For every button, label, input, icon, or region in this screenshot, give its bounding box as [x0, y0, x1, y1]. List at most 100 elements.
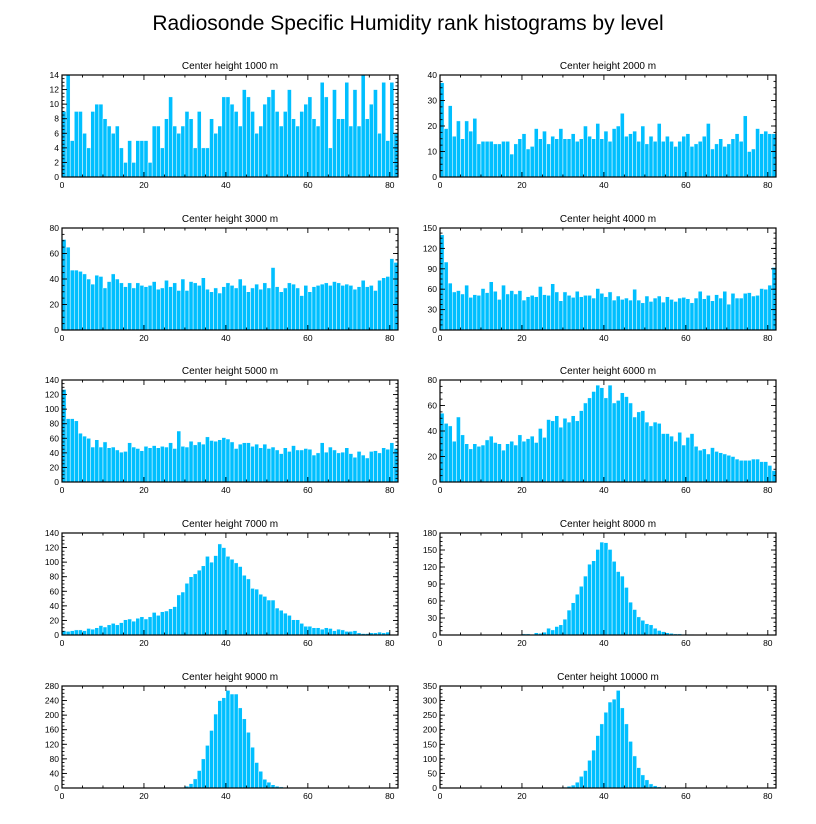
x-tick-label: 80	[385, 180, 395, 190]
histogram-bar	[323, 627, 329, 636]
y-tick-label: 280	[45, 681, 59, 691]
histogram-bar	[579, 138, 584, 178]
histogram-bar	[755, 128, 760, 178]
x-tick-label: 80	[385, 333, 395, 343]
y-tick-label: 140	[45, 375, 59, 385]
histogram-bar	[373, 450, 378, 483]
histogram-bar	[574, 290, 580, 331]
histogram-bar	[229, 441, 235, 483]
histogram-bar	[464, 284, 469, 331]
histogram-bar	[558, 426, 564, 483]
histogram-bar	[266, 96, 272, 178]
histogram-bar	[110, 623, 116, 636]
y-tick-label: 0	[54, 630, 59, 640]
histogram-bar	[225, 96, 231, 178]
histogram-bar	[225, 282, 231, 331]
histogram-bar	[233, 287, 239, 331]
y-tick-label: 100	[423, 754, 437, 764]
histogram-bar	[550, 420, 555, 483]
histogram-bar	[652, 297, 658, 331]
y-tick-label: 80	[50, 223, 60, 233]
histogram-bar	[205, 556, 210, 636]
histogram-bar	[164, 280, 169, 331]
histogram-bar	[172, 606, 177, 636]
chart-panel: Center height 7000 m 0 20 40 60 80 100 120 140 0 2…	[45, 519, 399, 648]
histogram-bar	[213, 713, 218, 789]
histogram-bar	[192, 573, 198, 636]
histogram-bar	[669, 435, 674, 483]
histogram-bar	[377, 452, 382, 483]
histogram-bar	[587, 397, 592, 483]
histogram-bar	[254, 443, 259, 483]
histogram-bar	[319, 283, 325, 331]
chart-panel: Center height 6000 m 0 20 40 60 80 0 20 40 60 80	[428, 366, 777, 495]
histogram-bar	[90, 446, 96, 483]
histogram-bar	[201, 443, 206, 483]
histogram-bar	[98, 446, 104, 483]
histogram-bar	[439, 234, 445, 331]
histogram-bar	[237, 443, 243, 483]
histogram-bar	[188, 440, 194, 483]
histogram-bar	[509, 153, 515, 178]
histogram-bar	[192, 444, 198, 483]
histogram-bar	[213, 555, 218, 636]
histogram-bar	[730, 138, 736, 178]
histogram-bar	[734, 297, 740, 331]
histogram-bar	[468, 297, 474, 331]
histogram-bar	[525, 296, 531, 331]
histogram-bar	[242, 575, 247, 636]
histogram-bar	[385, 276, 391, 331]
histogram-bar	[344, 283, 350, 331]
histogram-bar	[237, 707, 243, 789]
y-tick-label: 40	[428, 426, 438, 436]
histogram-bar	[447, 282, 453, 331]
plot-frame	[61, 227, 399, 331]
y-tick-label: 250	[423, 710, 437, 720]
histogram-bar	[164, 610, 169, 636]
y-tick-label: 6	[54, 128, 59, 138]
histogram-bar	[685, 298, 691, 331]
histogram-bar	[714, 294, 719, 331]
histogram-bar	[168, 96, 173, 178]
histogram-bar	[332, 281, 337, 331]
histogram-bar	[250, 588, 255, 636]
histogram-bar	[701, 135, 707, 178]
histogram-bar	[595, 288, 601, 331]
y-tick-label: 10	[50, 99, 60, 109]
histogram-bar	[583, 402, 588, 483]
histogram-bar	[192, 147, 198, 178]
histogram-bar	[348, 453, 354, 483]
y-tick-label: 40	[428, 70, 438, 80]
x-tick-label: 60	[681, 180, 691, 190]
plot-frame	[439, 379, 777, 483]
histogram-bar	[525, 438, 531, 483]
x-tick-label: 0	[438, 333, 443, 343]
histogram-bar	[352, 288, 358, 331]
histogram-bar	[771, 267, 777, 331]
histogram-bar	[373, 290, 378, 331]
histogram-bar	[94, 627, 100, 636]
panel-title: Center height 4000 m	[560, 214, 656, 225]
histogram-bar	[139, 616, 145, 636]
histogram-bar	[615, 295, 621, 331]
histogram-bar	[726, 454, 732, 483]
x-tick-label: 0	[60, 791, 65, 801]
histogram-bar	[254, 283, 259, 331]
y-tick-label: 120	[45, 543, 59, 553]
histogram-bar	[344, 447, 350, 483]
histogram-bar	[119, 147, 124, 178]
histogram-bar	[644, 779, 650, 789]
histogram-bar	[509, 440, 515, 483]
histogram-bar	[127, 282, 132, 331]
x-tick-label: 60	[303, 791, 313, 801]
x-tick-label: 0	[438, 180, 443, 190]
histogram-bar	[763, 288, 769, 331]
histogram-bar	[665, 433, 670, 483]
histogram-bar	[299, 295, 305, 331]
histogram-bar	[143, 140, 149, 178]
histogram-bar	[452, 291, 457, 331]
x-tick-label: 60	[303, 180, 313, 190]
histogram-bar	[213, 287, 218, 331]
histogram-bar	[270, 446, 276, 483]
histogram-bar	[262, 282, 268, 331]
